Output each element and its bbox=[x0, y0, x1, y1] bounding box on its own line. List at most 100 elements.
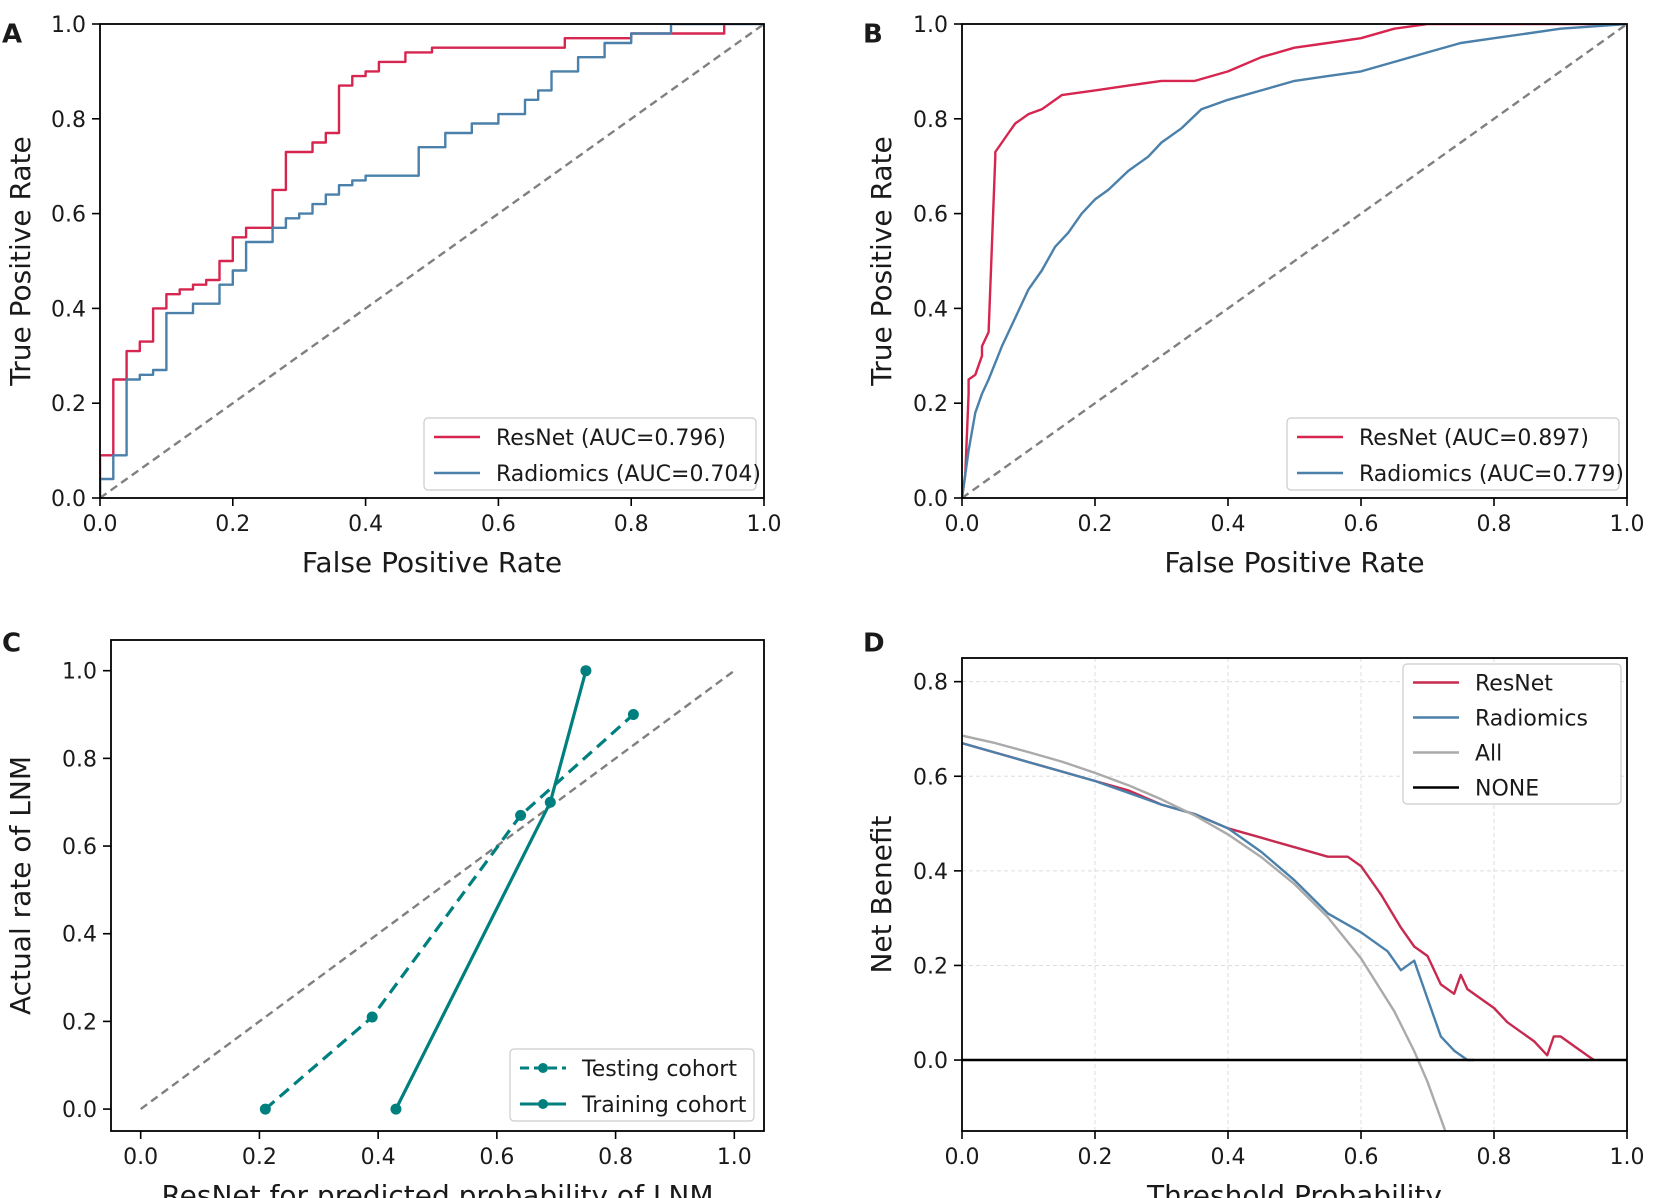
reference-line bbox=[139, 669, 736, 1111]
series-resnet-line bbox=[962, 24, 1627, 498]
legend: ResNet Radiomics All NONE bbox=[1402, 663, 1622, 805]
legend-box bbox=[1402, 663, 1622, 805]
legend-marker bbox=[538, 1099, 548, 1109]
legend-marker bbox=[538, 1063, 548, 1073]
x-tick-label: 0.0 bbox=[945, 1145, 980, 1170]
legend-label: ResNet (AUC=0.796) bbox=[496, 426, 726, 451]
y-tick-label: 0.2 bbox=[51, 392, 86, 417]
series-resnet-line bbox=[100, 24, 726, 498]
legend-label: ResNet (AUC=0.897) bbox=[1359, 426, 1589, 451]
x-tick-label: 0.8 bbox=[614, 512, 649, 537]
y-tick-label: 0.6 bbox=[913, 203, 948, 228]
legend-label: NONE bbox=[1475, 777, 1539, 802]
axes-frame bbox=[961, 23, 1628, 499]
y-tick-label: 0.0 bbox=[913, 487, 948, 512]
x-tick-label: 0.2 bbox=[242, 1145, 277, 1170]
y-tick-label: 0.8 bbox=[913, 108, 948, 133]
x-tick-label: 0.8 bbox=[1477, 1145, 1512, 1170]
panel-c: C0.0 0.2 0.4 0.6 0.8 1.00.00.20.40.60.81.0Res… bbox=[2, 628, 765, 1198]
y-tick-label: 0.8 bbox=[913, 671, 948, 696]
x-axis-label: False Positive Rate bbox=[1164, 546, 1424, 579]
x-tick-label: 0.6 bbox=[1344, 1145, 1379, 1170]
x-tick-label: 1.0 bbox=[747, 512, 782, 537]
panel-label: C bbox=[2, 628, 21, 658]
x-tick-label: 0.2 bbox=[1078, 1145, 1113, 1170]
data-point bbox=[580, 665, 592, 677]
y-tick-label: 0.8 bbox=[51, 108, 86, 133]
legend: ResNet (AUC=0.897) Radiomics (AUC=0.779) bbox=[1286, 417, 1624, 491]
data-point bbox=[627, 709, 639, 721]
x-tick-label: 1.0 bbox=[1610, 512, 1645, 537]
panel-d: D 0.0 0.2 0.4 0.6 0.8 1.0 0.0 0.2 0.4 0.6 0.8 Thresh… bbox=[863, 628, 1645, 1198]
y-tick-label: 0.6 bbox=[51, 203, 86, 228]
y-tick-label: 0.4 bbox=[913, 860, 948, 885]
y-tick-label: 0.0 bbox=[51, 487, 86, 512]
y-tick-label: 0.6 bbox=[62, 835, 97, 860]
axes-frame bbox=[110, 639, 765, 1132]
legend: ResNet (AUC=0.796) Radiomics (AUC=0.704) bbox=[423, 417, 761, 491]
panel-label: A bbox=[2, 19, 22, 49]
legend-label: All bbox=[1475, 742, 1502, 767]
data-point bbox=[515, 809, 527, 821]
panel-label: B bbox=[863, 19, 883, 49]
reference-line bbox=[962, 24, 1627, 498]
axes-frame bbox=[99, 23, 765, 499]
axes-frame bbox=[961, 657, 1628, 1132]
x-tick-label: 0.0 bbox=[945, 512, 980, 537]
x-tick-label: 0.2 bbox=[215, 512, 250, 537]
x-tick-label: 0.8 bbox=[598, 1145, 633, 1170]
y-tick-label: 0.8 bbox=[62, 747, 97, 772]
x-tick-label: 0.6 bbox=[1344, 512, 1379, 537]
x-axis-label: False Positive Rate bbox=[302, 546, 562, 579]
data-point bbox=[544, 796, 556, 808]
y-tick-label: 0.0 bbox=[913, 1049, 948, 1074]
x-tick-label: 0.4 bbox=[1211, 512, 1246, 537]
y-axis-label: Net Benefit bbox=[865, 815, 898, 973]
y-tick-label: 1.0 bbox=[62, 660, 97, 685]
y-axis-label: Actual rate of LNM bbox=[4, 756, 37, 1015]
y-tick-label: 1.0 bbox=[51, 13, 86, 38]
legend-label: Radiomics (AUC=0.704) bbox=[496, 462, 761, 487]
y-tick-label: 0.4 bbox=[51, 297, 86, 322]
data-point bbox=[259, 1103, 271, 1115]
series-training-line bbox=[394, 670, 588, 1110]
y-tick-label: 0.4 bbox=[62, 923, 97, 948]
x-axis-label: ResNet for predicted probability of LNM bbox=[161, 1179, 713, 1198]
plot-area bbox=[962, 24, 1627, 498]
y-tick-label: 0.6 bbox=[913, 765, 948, 790]
x-tick-label: 1.0 bbox=[1610, 1145, 1645, 1170]
y-tick-label: 0.0 bbox=[62, 1098, 97, 1123]
x-tick-label: 0.4 bbox=[361, 1145, 396, 1170]
y-tick-label: 1.0 bbox=[913, 13, 948, 38]
x-tick-label: 0.2 bbox=[1078, 512, 1113, 537]
legend-label: ResNet bbox=[1475, 672, 1553, 697]
plot-area bbox=[100, 24, 764, 498]
y-tick-label: 0.2 bbox=[913, 954, 948, 979]
legend-label: Radiomics (AUC=0.779) bbox=[1359, 462, 1624, 487]
plot-area bbox=[139, 669, 736, 1111]
series-radiomics-line bbox=[100, 24, 764, 498]
series-testing-line bbox=[264, 713, 635, 1111]
x-tick-label: 0.0 bbox=[83, 512, 118, 537]
data-point bbox=[390, 1103, 402, 1115]
legend-box bbox=[509, 1048, 755, 1122]
x-tick-label: 0.0 bbox=[123, 1145, 158, 1170]
series-radiomics-line bbox=[962, 741, 1475, 1062]
x-axis-label: Threshold Probability bbox=[1146, 1179, 1442, 1198]
reference-line bbox=[100, 24, 764, 498]
x-tick-label: 0.6 bbox=[479, 1145, 514, 1170]
legend-label: Training cohort bbox=[581, 1093, 747, 1118]
legend-box bbox=[1286, 417, 1620, 491]
plot-area bbox=[962, 658, 1627, 1131]
legend-label: Testing cohort bbox=[581, 1057, 737, 1082]
y-tick-label: 0.2 bbox=[913, 392, 948, 417]
panel-label: D bbox=[863, 628, 885, 658]
y-axis-label: True Positive Rate bbox=[4, 136, 37, 386]
x-tick-label: 0.6 bbox=[481, 512, 516, 537]
legend-label: Radiomics bbox=[1475, 707, 1588, 732]
panel-b: B 0.0 0.2 0.4 0.6 0.8 1.0 0.0 0.2 0.4 0.6 0.8 1.0 Fal… bbox=[863, 13, 1645, 579]
y-axis-label: True Positive Rate bbox=[865, 136, 898, 386]
x-tick-label: 0.8 bbox=[1477, 512, 1512, 537]
series-all-line bbox=[962, 734, 1447, 1131]
